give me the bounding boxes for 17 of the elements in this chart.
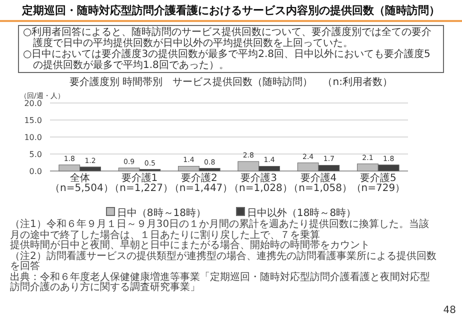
text: ○日中においては要介護度3の提供回数が最多で平均2.8回、日中以外においても要介護度5の提供回数が最多で平均1.8回であった）。: [23, 49, 432, 71]
x-tick-label: 要介護5（n=729）: [350, 173, 406, 194]
source-note: 出典：令和６年度老人保健健康増進等事業「定期巡回・随時対応型訪問介護看護と夜間対応型訪問介護のあり方に関する調査研究事業」: [10, 272, 431, 294]
y-tick-label: 0.0: [29, 167, 42, 176]
y-tick-label: 15.0: [24, 116, 42, 125]
legend-label: 日中（8時～18時）: [116, 207, 206, 219]
text: 48: [443, 305, 456, 316]
y-tick-label: 10.0: [24, 133, 42, 142]
chart-title: 定期巡回・随時対応型訪問介護看護におけるサービス内容別の提供回数（随時訪問）: [0, 0, 462, 22]
legend-label: 日中以外（18時～8時）: [246, 207, 356, 219]
text: （注2）訪問看護サービスの提供類型が連携型の場合、連携先の訪問看護事業所による提供回数を回答: [10, 250, 438, 272]
text: ○利用者回答によると、随時訪問のサービス提供回数について、要介護度別では全ての要介護度で日中の平均提供回数が日中以外の平均提供回数を上回っていた。: [23, 27, 433, 49]
y-tick-label: 5.0: [29, 150, 42, 159]
y-tick-label: 20.0: [24, 99, 42, 108]
text: 提供時間が日中と夜間、早朝と日中にまたがる場合、開始時の時間帯をカウント: [10, 240, 371, 251]
text: （注1）令和６年９月１日～９月30日の１か月間の累計を週あたり提供回数に換算した。当該月の途中で終了した場合は、１日あたりに割り戻した上で、７を乗算: [10, 219, 430, 240]
chart-subtitle: 要介護度別 時間帯別 サービス提供回数（随時訪問） （n:利用者数）: [68, 76, 394, 89]
